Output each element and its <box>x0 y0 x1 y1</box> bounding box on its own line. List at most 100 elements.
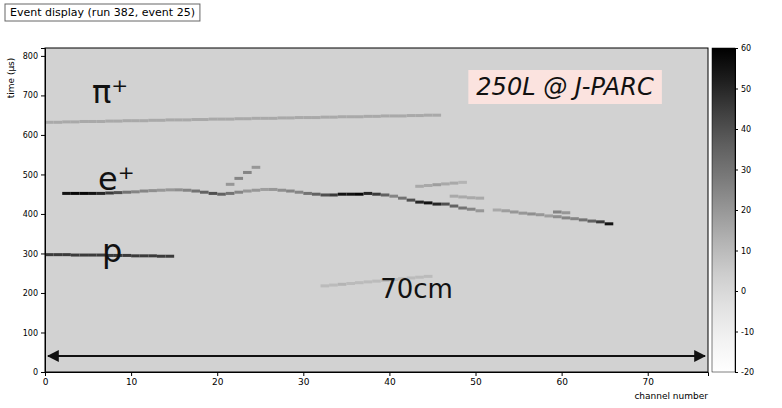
tick-label: 30 <box>741 166 751 175</box>
hit <box>243 171 252 174</box>
hit <box>553 215 562 218</box>
tick: 40 <box>735 125 751 134</box>
hit <box>200 191 209 194</box>
tick-label: 200 <box>23 289 38 298</box>
hit <box>553 210 562 213</box>
tick-label: 50 <box>470 377 482 387</box>
tick-mark <box>41 135 45 136</box>
hit <box>88 120 97 123</box>
hit <box>312 116 321 119</box>
hit <box>303 116 312 119</box>
hit <box>71 254 80 257</box>
tick-label: 0 <box>43 377 49 387</box>
tick: 70 <box>643 372 655 387</box>
tick: 60 <box>556 372 568 387</box>
hit <box>381 193 390 196</box>
tick: 0 <box>43 372 49 387</box>
hit <box>381 114 390 117</box>
annotation: 250L @ J-PARC <box>476 73 654 101</box>
hit <box>364 280 373 283</box>
hit <box>157 255 166 258</box>
tick-label: 300 <box>23 250 38 259</box>
hit <box>605 222 614 225</box>
hit <box>415 185 424 188</box>
tick-label: 20 <box>741 206 751 215</box>
hit <box>157 119 166 122</box>
hit <box>493 209 502 212</box>
tick-label: 20 <box>212 377 224 387</box>
tick-label: 0 <box>33 368 38 377</box>
annotation: 70cm <box>380 274 453 304</box>
hit <box>226 118 235 121</box>
hit <box>71 120 80 123</box>
hit <box>226 192 235 195</box>
hit <box>562 216 571 219</box>
hit <box>252 117 261 120</box>
axis: 010203040506070 <box>43 372 709 387</box>
tick-mark <box>476 372 477 376</box>
tick-mark <box>41 56 45 57</box>
hit <box>458 207 467 210</box>
hit <box>476 197 485 200</box>
hit <box>346 193 355 196</box>
axis: 0100200300400500600700800 <box>23 49 46 378</box>
hit <box>415 114 424 117</box>
title: Event display (run 382, event 25) <box>10 6 195 19</box>
hit <box>346 115 355 118</box>
chart: 0102030405060700100200300400500600700800… <box>0 0 782 408</box>
tick-label: 10 <box>126 377 138 387</box>
hit <box>45 121 54 124</box>
hit <box>166 188 175 191</box>
axis-line <box>41 49 46 373</box>
hit <box>424 114 433 117</box>
hit <box>209 118 218 121</box>
hit <box>191 190 200 193</box>
tick-label: 40 <box>384 377 396 387</box>
tick-label: 60 <box>741 44 751 53</box>
hit <box>226 183 235 186</box>
hit <box>243 190 252 193</box>
hit <box>338 115 347 118</box>
hit <box>441 182 450 185</box>
hit <box>510 210 519 213</box>
axis-line <box>736 49 739 373</box>
tick-label: -20 <box>741 368 754 377</box>
tick-mark <box>735 210 738 211</box>
x-axis-title: channel number <box>634 391 708 401</box>
hit <box>544 214 553 217</box>
hit <box>458 181 467 184</box>
tick-mark <box>41 214 45 215</box>
tick-mark <box>648 372 649 376</box>
tick-mark <box>41 253 45 254</box>
axis: -20-100102030405060 <box>735 44 754 377</box>
tick-mark <box>562 372 563 376</box>
length-arrow <box>48 355 705 357</box>
hit <box>501 209 510 212</box>
tick-mark <box>41 372 45 373</box>
hit <box>209 192 218 195</box>
tick-label: 70 <box>643 377 655 387</box>
hit <box>131 254 140 257</box>
hit <box>122 254 131 257</box>
label-background <box>468 70 662 104</box>
hit <box>432 203 441 206</box>
tick-mark <box>41 95 45 96</box>
tick: 100 <box>23 329 45 338</box>
tick-label: 50 <box>741 85 751 94</box>
hit <box>54 253 63 256</box>
tick: 0 <box>33 368 45 377</box>
annotation: p <box>102 232 122 270</box>
hit <box>277 116 286 119</box>
hit <box>234 191 243 194</box>
annotation: π⁺ <box>92 73 128 111</box>
tick-label: 60 <box>556 377 568 387</box>
hit <box>277 189 286 192</box>
hit <box>450 182 459 185</box>
hit <box>355 193 364 196</box>
hits <box>45 114 613 288</box>
hit <box>174 188 183 191</box>
annotation: e⁺ <box>98 160 135 198</box>
hit <box>269 117 278 120</box>
tick: 40 <box>384 372 396 387</box>
hit <box>148 189 157 192</box>
